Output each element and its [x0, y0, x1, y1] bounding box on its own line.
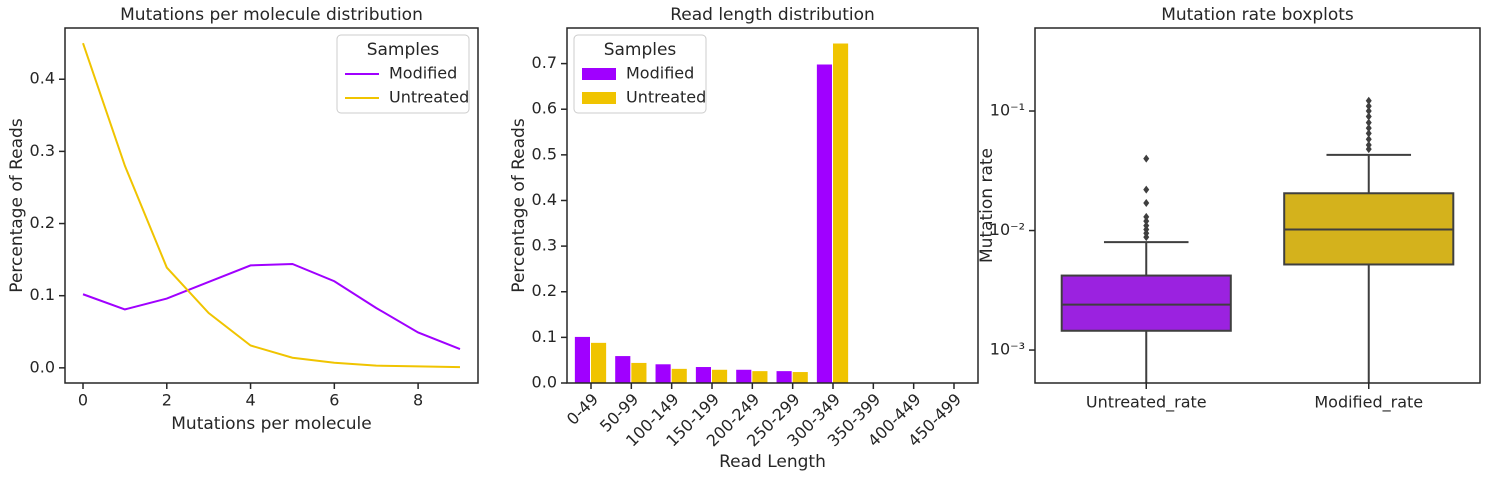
axes-frame — [1034, 27, 1481, 384]
y-tick-label: 0.0 — [30, 357, 55, 376]
y-tick-label: 0.1 — [30, 285, 55, 304]
outlier — [1365, 140, 1372, 149]
subplot-title: Read length distribution — [670, 5, 875, 25]
outlier — [1143, 185, 1150, 194]
x-tick-label: 4 — [245, 391, 255, 410]
y-tick-label: 0.2 — [30, 213, 55, 232]
line-series — [82, 42, 461, 369]
outlier — [1365, 102, 1372, 111]
outlier — [1365, 96, 1372, 105]
y-tick-label: 0.2 — [532, 281, 557, 300]
outlier — [1365, 112, 1372, 121]
outlier — [1143, 212, 1150, 221]
y-tick-label: 0.3 — [30, 141, 55, 160]
legend-label: Untreated — [389, 88, 469, 107]
legend: Samples Modified Untreated — [336, 34, 470, 114]
y-tick-label: 0.0 — [532, 373, 557, 392]
legend-box — [336, 34, 470, 114]
outlier — [1365, 129, 1372, 138]
bar — [816, 64, 832, 383]
outlier — [1143, 221, 1150, 230]
y-tick-label: 10⁻¹ — [990, 101, 1025, 120]
subplot-title: Mutation rate boxplots — [1161, 5, 1354, 25]
x-tick-label: Untreated_rate — [1086, 393, 1207, 413]
bar — [574, 336, 590, 383]
x-tick-label: 6 — [329, 391, 339, 410]
bar — [712, 369, 728, 383]
legend-label: Modified — [626, 64, 694, 83]
bar — [752, 371, 768, 383]
legend: Samples Modified Untreated — [573, 34, 707, 114]
outlier — [1365, 118, 1372, 127]
y-tick-label: 10⁻³ — [990, 340, 1025, 359]
bar — [591, 342, 607, 383]
outlier — [1143, 198, 1150, 207]
y-tick-label: 0.1 — [532, 327, 557, 346]
x-tick-label: 2 — [162, 391, 172, 410]
outlier — [1365, 107, 1372, 116]
subplot: Mutation rate boxplots 10⁻³ 10⁻² 10⁻¹ Mutati… — [977, 5, 1481, 413]
x-axis-label: Mutations per molecule — [171, 414, 371, 434]
x-tick-label: 8 — [413, 391, 423, 410]
axes-frame — [64, 27, 479, 384]
legend-swatch — [582, 92, 616, 104]
outlier — [1365, 145, 1372, 154]
bar — [631, 362, 647, 383]
bar — [792, 372, 808, 383]
subplot: Read length distribution 0.0 0.1 0.2 0.3 0.4 0… — [509, 5, 979, 472]
bar — [655, 364, 671, 383]
box — [1060, 274, 1232, 332]
outlier — [1143, 217, 1150, 226]
subplot: Mutations per molecule distribution 0.0 0.… — [7, 5, 479, 434]
legend-title: Samples — [367, 40, 440, 60]
plot-area — [574, 43, 849, 383]
bar — [833, 43, 849, 383]
bar — [695, 367, 711, 383]
subplot-title: Mutations per molecule distribution — [120, 5, 423, 25]
legend-label: Modified — [389, 64, 457, 83]
y-axis-label: Percentage of Reads — [7, 118, 27, 293]
axes-frame — [566, 27, 979, 384]
outlier — [1365, 124, 1372, 133]
y-axis-label: Mutation rate — [977, 148, 997, 263]
legend-label: Untreated — [626, 88, 706, 107]
line-series — [82, 262, 461, 351]
legend-title: Samples — [604, 40, 677, 60]
y-tick-label: 0.3 — [532, 236, 557, 255]
y-tick-label: 0.6 — [532, 99, 557, 118]
x-tick-label: 0 — [78, 391, 88, 410]
y-axis-label: Percentage of Reads — [509, 118, 529, 293]
bar — [736, 369, 752, 383]
outlier — [1365, 135, 1372, 144]
x-axis-label: Read Length — [719, 452, 826, 472]
y-tick-label: 0.4 — [30, 69, 55, 88]
x-tick-label: Modified_rate — [1314, 393, 1423, 413]
plot-area — [1060, 96, 1455, 383]
bar — [615, 356, 631, 383]
legend-swatch — [582, 68, 616, 80]
plot-area — [82, 42, 461, 369]
y-tick-label: 10⁻² — [990, 220, 1025, 239]
y-tick-label: 0.4 — [532, 190, 557, 209]
outlier — [1143, 154, 1150, 163]
y-tick-label: 0.5 — [532, 144, 557, 163]
y-tick-label: 0.7 — [532, 53, 557, 72]
bar — [671, 368, 687, 383]
bar — [776, 371, 792, 383]
